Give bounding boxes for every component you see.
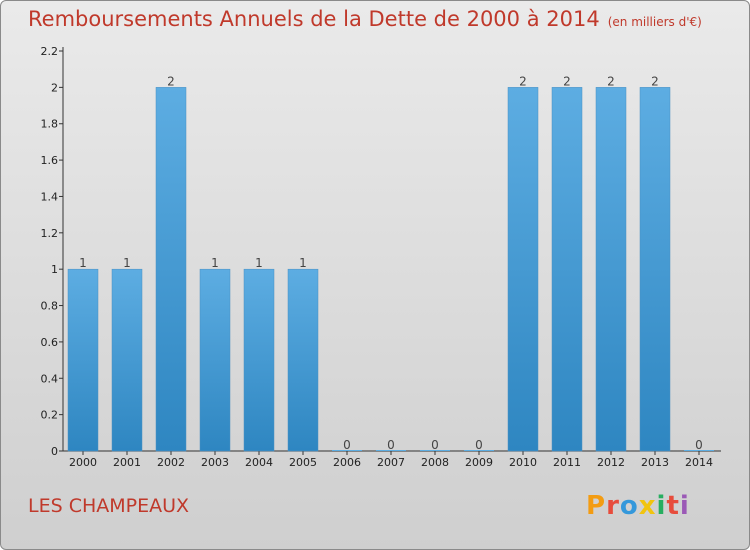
x-tick-label-2013: 2013 (641, 456, 669, 469)
value-label-2013: 2 (651, 74, 659, 88)
logo-letter: r (606, 491, 620, 521)
logo-letter: t (666, 491, 680, 521)
x-tick-label-2009: 2009 (465, 456, 493, 469)
title-text: Remboursements Annuels de la Dette de 20… (28, 7, 600, 31)
x-tick-label-2004: 2004 (245, 456, 273, 469)
value-label-2002: 2 (167, 74, 175, 88)
logo-letter: o (619, 491, 639, 521)
chart-title: Remboursements Annuels de la Dette de 20… (28, 7, 702, 31)
x-tick-label-2012: 2012 (597, 456, 625, 469)
logo-letter: i (656, 491, 667, 521)
axes: 0 0.2 0.4 0.6 0.8 1 1.2 1.4 1.6 1.8 2 2.2 (41, 45, 721, 458)
x-tick-label-2006: 2006 (333, 456, 361, 469)
value-label-2008: 0 (431, 438, 439, 452)
bar-2003 (199, 268, 231, 452)
bar-2005 (287, 268, 319, 452)
proxiti-logo: Proxiti (586, 491, 690, 521)
logo-letter: P (586, 491, 607, 521)
y-tick-label: 1 (51, 263, 58, 276)
value-label-2005: 1 (299, 256, 307, 270)
y-tick-label: 0.6 (41, 336, 59, 349)
bar-2010 (507, 87, 539, 452)
x-tick-label-2008: 2008 (421, 456, 449, 469)
y-tick-label: 1.8 (41, 118, 59, 131)
y-tick-label: 1.4 (41, 190, 59, 203)
value-label-2014: 0 (695, 438, 703, 452)
value-label-2000: 1 (79, 256, 87, 270)
x-tick-label-2007: 2007 (377, 456, 405, 469)
value-label-2001: 1 (123, 256, 131, 270)
labels: 1200012001220021200312004120050200602007… (69, 74, 713, 469)
logo-letter: i (679, 491, 690, 521)
y-tick-label: 2 (51, 81, 58, 94)
bar-2011 (551, 87, 583, 452)
value-label-2011: 2 (563, 74, 571, 88)
logo-letter: x (638, 491, 657, 521)
bar-2001 (111, 268, 143, 452)
value-label-2012: 2 (607, 74, 615, 88)
y-tick-label: 0 (51, 445, 58, 458)
bar-2012 (595, 87, 627, 452)
value-label-2006: 0 (343, 438, 351, 452)
commune-name: LES CHAMPEAUX (28, 495, 190, 517)
value-label-2010: 2 (519, 74, 527, 88)
x-tick-label-2010: 2010 (509, 456, 537, 469)
y-tick-label: 0.8 (41, 300, 59, 313)
y-tick-label: 1.2 (41, 227, 59, 240)
y-tick-label: 0.2 (41, 409, 59, 422)
value-label-2003: 1 (211, 256, 219, 270)
y-tick-label: 2.2 (41, 45, 59, 58)
bar-2004 (243, 268, 275, 452)
bar-2013 (639, 87, 671, 452)
x-tick-label-2002: 2002 (157, 456, 185, 469)
bar-2000 (67, 268, 99, 452)
value-label-2007: 0 (387, 438, 395, 452)
x-tick-label-2000: 2000 (69, 456, 97, 469)
bar-2002 (155, 87, 187, 452)
x-tick-label-2003: 2003 (201, 456, 229, 469)
value-label-2009: 0 (475, 438, 483, 452)
y-tick-label: 1.6 (41, 154, 59, 167)
chart-subtitle: (en milliers d'€) (607, 15, 702, 29)
value-label-2004: 1 (255, 256, 263, 270)
bars (67, 87, 714, 452)
x-tick-label-2005: 2005 (289, 456, 317, 469)
x-tick-label-2011: 2011 (553, 456, 581, 469)
x-tick-label-2014: 2014 (685, 456, 713, 469)
x-tick-label-2001: 2001 (113, 456, 141, 469)
y-tick-label: 0.4 (41, 372, 59, 385)
